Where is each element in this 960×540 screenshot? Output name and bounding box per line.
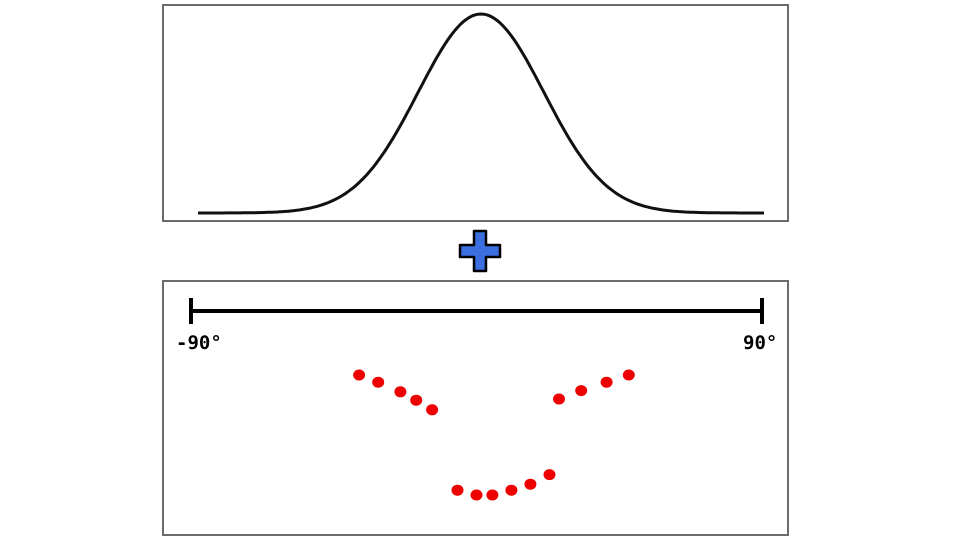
data-dot (486, 489, 499, 501)
gaussian-curve (198, 12, 764, 215)
gaussian-curve-plot (198, 12, 764, 215)
angle-scale-plot (189, 298, 764, 501)
data-dot (600, 376, 613, 388)
data-dot (553, 393, 565, 405)
angle-scale-panel: -90° 90° (162, 280, 789, 536)
data-dot (622, 369, 635, 381)
data-dot (372, 376, 385, 388)
plus-icon (458, 229, 502, 273)
data-dots (353, 369, 635, 501)
gaussian-curve-panel (162, 4, 789, 222)
data-dot (426, 404, 439, 416)
data-dot (353, 369, 366, 381)
data-dot (394, 386, 407, 398)
data-dot (410, 394, 423, 406)
data-dot (543, 469, 556, 481)
data-dot (575, 385, 588, 397)
data-dot (451, 484, 464, 496)
angle-max-label: 90° (743, 332, 778, 354)
data-dot (524, 478, 537, 490)
data-dot (470, 489, 483, 501)
angle-min-label: -90° (176, 332, 222, 354)
data-dot (505, 484, 518, 496)
